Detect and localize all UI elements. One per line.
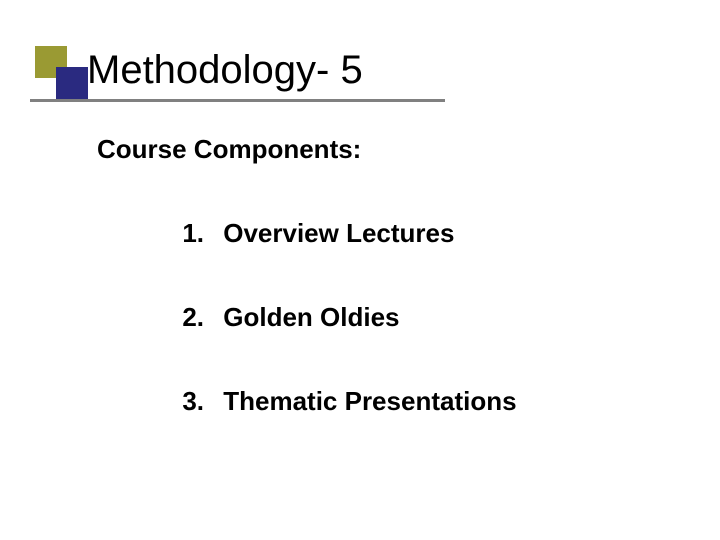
slide: Methodology- 5 Course Components: 1. Ove…: [0, 0, 720, 540]
slide-title: Methodology- 5: [87, 48, 363, 93]
list-item: 1. Overview Lectures: [168, 218, 454, 249]
list-item-text: Overview Lectures: [223, 218, 454, 249]
slide-subheading: Course Components:: [97, 134, 361, 165]
list-item: 3. Thematic Presentations: [168, 386, 517, 417]
list-item-text: Golden Oldies: [223, 302, 399, 333]
list-item-number: 1.: [168, 218, 204, 249]
accent-square-navy: [56, 67, 88, 99]
list-item-number: 2.: [168, 302, 204, 333]
list-item-number: 3.: [168, 386, 204, 417]
title-underline-shadow: [30, 99, 445, 102]
list-item: 2. Golden Oldies: [168, 302, 399, 333]
list-item-text: Thematic Presentations: [223, 386, 516, 417]
